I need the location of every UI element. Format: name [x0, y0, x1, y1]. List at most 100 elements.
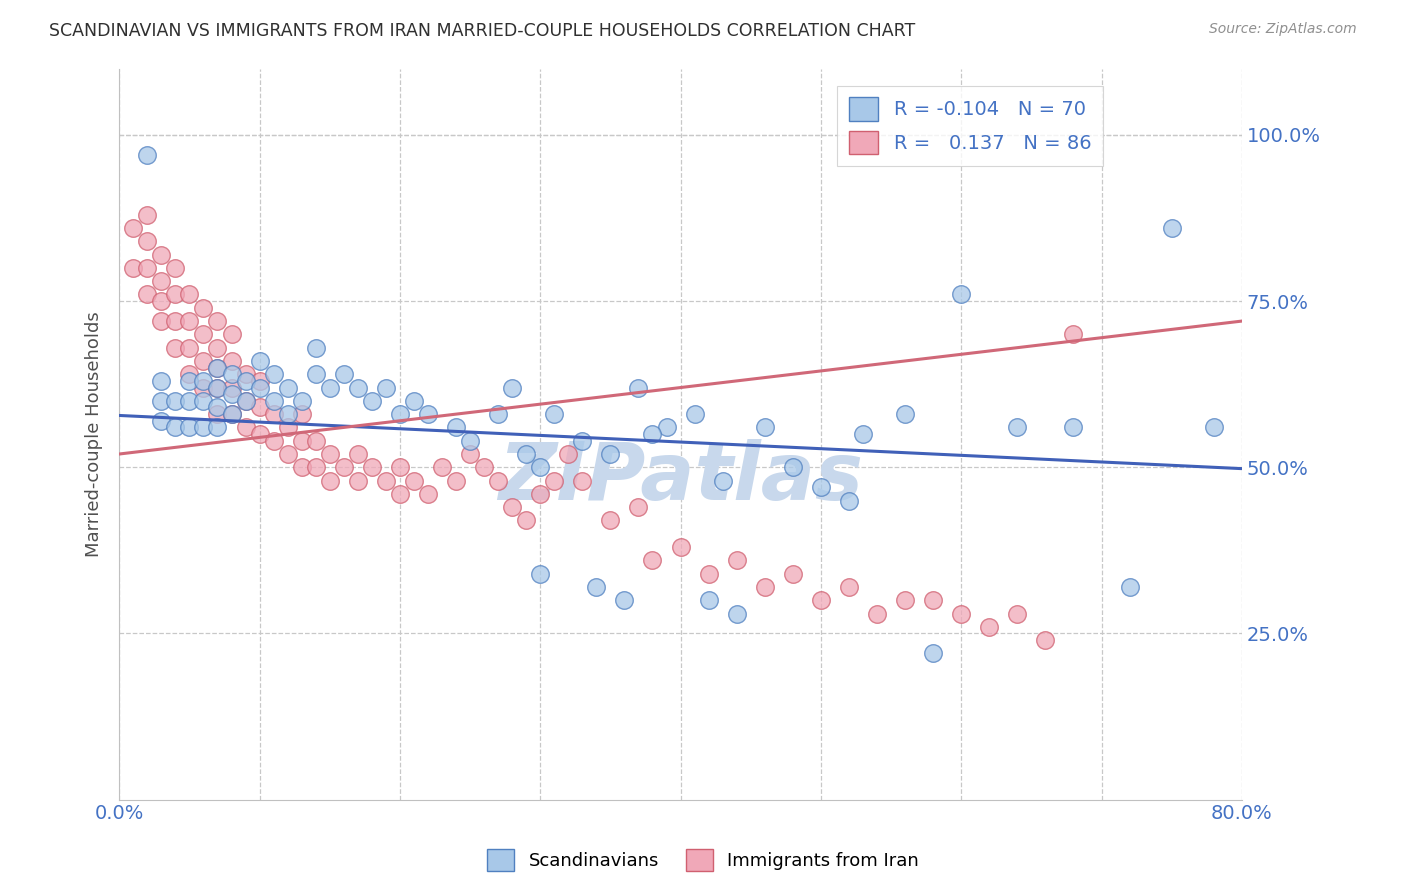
Point [319, 474, 342, 488]
Point [136, 208, 159, 222]
Point [501, 500, 523, 515]
Point [697, 566, 720, 581]
Point [136, 260, 159, 275]
Point [388, 460, 411, 475]
Point [263, 407, 285, 421]
Point [193, 380, 215, 394]
Point [291, 393, 314, 408]
Point [221, 387, 243, 401]
Point [599, 447, 621, 461]
Point [291, 407, 314, 421]
Text: SCANDINAVIAN VS IMMIGRANTS FROM IRAN MARRIED-COUPLE HOUSEHOLDS CORRELATION CHART: SCANDINAVIAN VS IMMIGRANTS FROM IRAN MAR… [49, 22, 915, 40]
Point [725, 607, 748, 621]
Point [1062, 420, 1084, 434]
Point [1035, 633, 1057, 648]
Point [754, 420, 776, 434]
Point [150, 393, 173, 408]
Point [894, 593, 917, 607]
Point [599, 513, 621, 527]
Point [263, 434, 285, 448]
Point [277, 420, 299, 434]
Point [782, 566, 804, 581]
Point [136, 148, 159, 162]
Point [207, 360, 229, 375]
Text: ZIPatlas: ZIPatlas [498, 439, 863, 517]
Point [711, 474, 734, 488]
Point [1007, 420, 1029, 434]
Point [557, 447, 579, 461]
Point [235, 393, 257, 408]
Point [221, 407, 243, 421]
Point [782, 460, 804, 475]
Point [346, 447, 368, 461]
Point [585, 580, 607, 594]
Point [221, 368, 243, 382]
Point [950, 607, 973, 621]
Point [683, 407, 706, 421]
Point [627, 380, 650, 394]
Point [305, 368, 328, 382]
Point [150, 414, 173, 428]
Point [165, 260, 187, 275]
Point [193, 354, 215, 368]
Point [319, 380, 342, 394]
Point [249, 354, 271, 368]
Point [486, 474, 509, 488]
Point [193, 301, 215, 315]
Point [235, 368, 257, 382]
Point [207, 360, 229, 375]
Y-axis label: Married-couple Households: Married-couple Households [86, 311, 103, 557]
Point [641, 553, 664, 567]
Point [402, 393, 425, 408]
Point [263, 393, 285, 408]
Point [360, 460, 382, 475]
Point [725, 553, 748, 567]
Point [221, 380, 243, 394]
Point [319, 447, 342, 461]
Point [979, 620, 1001, 634]
Point [249, 380, 271, 394]
Point [669, 540, 692, 554]
Point [346, 474, 368, 488]
Point [1160, 221, 1182, 235]
Point [150, 247, 173, 261]
Point [402, 474, 425, 488]
Point [360, 393, 382, 408]
Point [235, 420, 257, 434]
Point [136, 235, 159, 249]
Point [852, 427, 875, 442]
Point [277, 380, 299, 394]
Point [249, 401, 271, 415]
Point [165, 287, 187, 301]
Point [472, 460, 495, 475]
Point [179, 368, 201, 382]
Point [333, 460, 356, 475]
Point [754, 580, 776, 594]
Point [346, 380, 368, 394]
Point [486, 407, 509, 421]
Point [374, 380, 396, 394]
Point [810, 593, 832, 607]
Point [263, 368, 285, 382]
Point [613, 593, 636, 607]
Point [305, 341, 328, 355]
Point [235, 393, 257, 408]
Point [501, 380, 523, 394]
Point [515, 447, 537, 461]
Point [571, 434, 593, 448]
Point [922, 593, 945, 607]
Point [221, 407, 243, 421]
Point [193, 420, 215, 434]
Point [416, 487, 439, 501]
Point [641, 427, 664, 442]
Point [838, 493, 860, 508]
Point [1118, 580, 1140, 594]
Point [458, 447, 481, 461]
Point [430, 460, 453, 475]
Point [543, 474, 565, 488]
Point [529, 566, 551, 581]
Legend: Scandinavians, Immigrants from Iran: Scandinavians, Immigrants from Iran [479, 842, 927, 879]
Point [221, 354, 243, 368]
Point [866, 607, 889, 621]
Point [1202, 420, 1225, 434]
